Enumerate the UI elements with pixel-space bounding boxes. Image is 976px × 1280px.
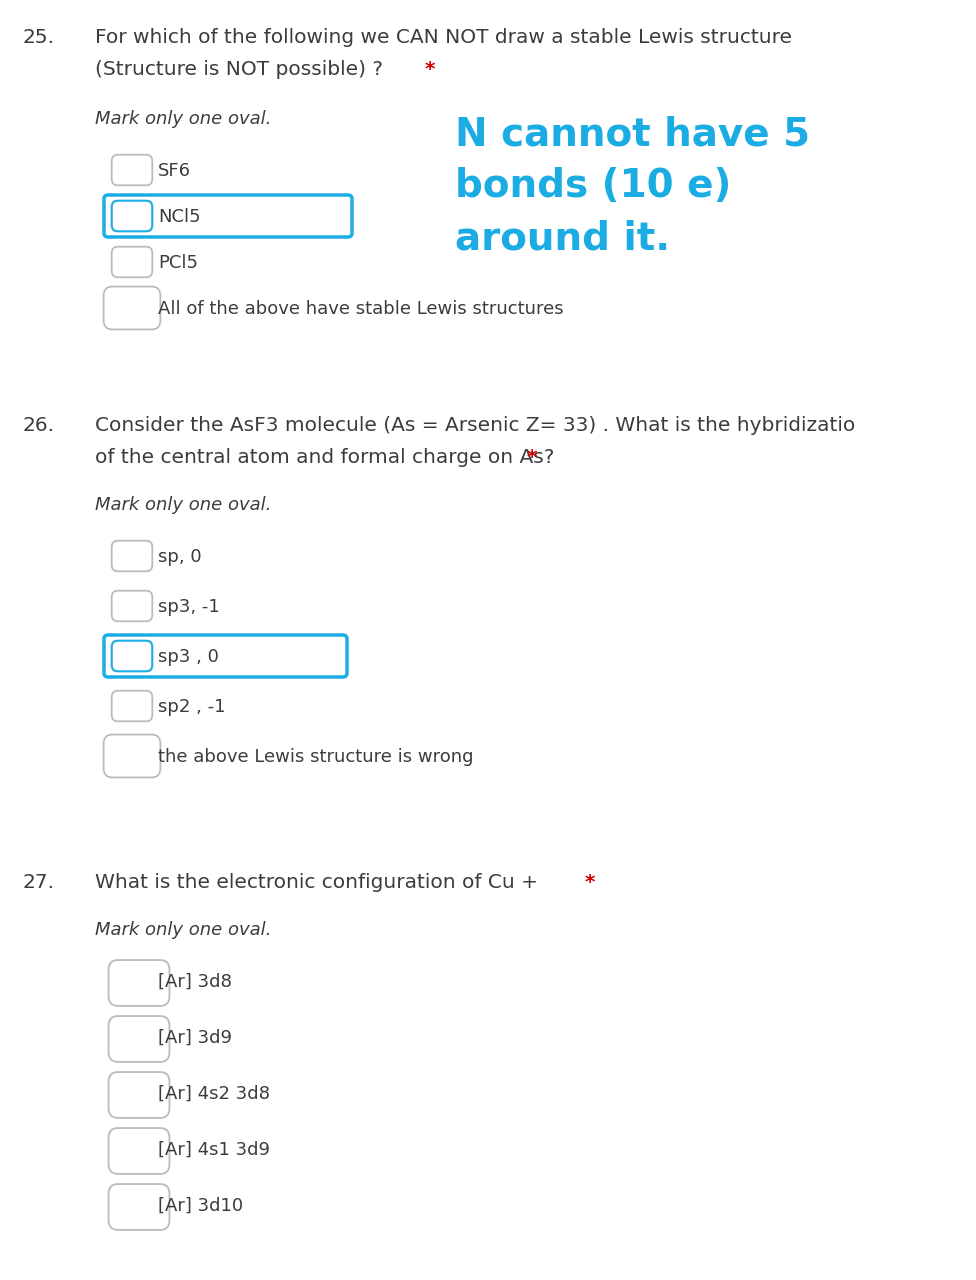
Text: sp, 0: sp, 0: [158, 548, 202, 566]
FancyBboxPatch shape: [104, 195, 352, 237]
Text: the above Lewis structure is wrong: the above Lewis structure is wrong: [158, 748, 473, 765]
Text: [Ar] 3d8: [Ar] 3d8: [158, 973, 232, 991]
Text: around it.: around it.: [455, 219, 671, 257]
Text: [Ar] 4s1 3d9: [Ar] 4s1 3d9: [158, 1140, 270, 1158]
Text: Mark only one oval.: Mark only one oval.: [95, 922, 271, 940]
FancyBboxPatch shape: [103, 735, 160, 777]
FancyBboxPatch shape: [111, 691, 152, 722]
Text: [Ar] 3d9: [Ar] 3d9: [158, 1029, 232, 1047]
FancyBboxPatch shape: [104, 635, 347, 677]
FancyBboxPatch shape: [108, 1073, 170, 1117]
Text: (Structure is NOT possible) ?: (Structure is NOT possible) ?: [95, 60, 389, 79]
Text: sp3 , 0: sp3 , 0: [158, 648, 219, 666]
Text: What is the electronic configuration of Cu +: What is the electronic configuration of …: [95, 873, 545, 892]
Text: *: *: [527, 448, 538, 467]
Text: sp2 , -1: sp2 , -1: [158, 698, 225, 716]
FancyBboxPatch shape: [108, 960, 170, 1006]
FancyBboxPatch shape: [108, 1016, 170, 1062]
FancyBboxPatch shape: [111, 247, 152, 278]
FancyBboxPatch shape: [111, 590, 152, 621]
FancyBboxPatch shape: [111, 155, 152, 186]
Text: [Ar] 3d10: [Ar] 3d10: [158, 1197, 243, 1215]
Text: For which of the following we CAN NOT draw a stable Lewis structure: For which of the following we CAN NOT dr…: [95, 28, 792, 47]
FancyBboxPatch shape: [111, 641, 152, 671]
FancyBboxPatch shape: [108, 1184, 170, 1230]
Text: 25.: 25.: [22, 28, 54, 47]
Text: 26.: 26.: [22, 416, 54, 435]
Text: PCl5: PCl5: [158, 253, 198, 271]
Text: [Ar] 4s2 3d8: [Ar] 4s2 3d8: [158, 1085, 270, 1103]
Text: bonds (10 e): bonds (10 e): [455, 166, 731, 205]
Text: 27.: 27.: [22, 873, 54, 892]
FancyBboxPatch shape: [103, 287, 160, 329]
Text: of the central atom and formal charge on As?: of the central atom and formal charge on…: [95, 448, 561, 467]
FancyBboxPatch shape: [108, 1128, 170, 1174]
Text: SF6: SF6: [158, 163, 191, 180]
Text: Mark only one oval.: Mark only one oval.: [95, 495, 271, 515]
Text: *: *: [585, 873, 595, 892]
FancyBboxPatch shape: [111, 540, 152, 571]
Text: Mark only one oval.: Mark only one oval.: [95, 110, 271, 128]
FancyBboxPatch shape: [111, 201, 152, 232]
Text: NCl5: NCl5: [158, 207, 201, 227]
Text: Consider the AsF3 molecule (As = Arsenic Z= 33) . What is the hybridizatio: Consider the AsF3 molecule (As = Arsenic…: [95, 416, 855, 435]
Text: *: *: [425, 60, 435, 79]
Text: N cannot have 5: N cannot have 5: [455, 115, 810, 154]
Text: sp3, -1: sp3, -1: [158, 598, 220, 616]
Text: All of the above have stable Lewis structures: All of the above have stable Lewis struc…: [158, 300, 563, 317]
